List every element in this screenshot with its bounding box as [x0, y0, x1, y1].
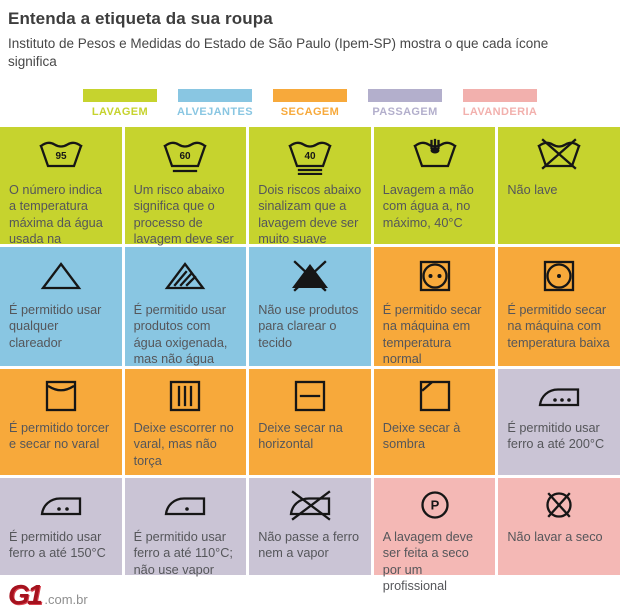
legend-label: SECAGEM	[280, 106, 340, 119]
page-title: Entenda a etiqueta da sua roupa	[8, 9, 273, 28]
legend-label: PASSAGEM	[372, 106, 438, 119]
cell-description: Deixe secar na horizontal	[258, 421, 343, 452]
bleach-triangle-hatched-icon	[134, 254, 238, 298]
cell-description: A lavagem deve ser feita a seco por um p…	[382, 530, 474, 593]
tumble-dry-two-dots-icon	[383, 254, 487, 298]
cell-wash-40-very-mild: 40 Dois riscos abaixo sinalizam que a la…	[249, 127, 371, 246]
cell-dry-in-shade: Deixe secar à sombra	[373, 369, 496, 476]
g1-logo: G1	[8, 579, 43, 611]
tumble-dry-one-dot-icon	[507, 254, 611, 298]
cell-tumble-dry-normal: É permitido secar na máquina em temperat…	[373, 247, 496, 367]
cell-do-not-iron: Não passe a ferro nem a vapor	[249, 478, 371, 576]
cell-description: É permitido usar ferro a até 200°C	[507, 421, 605, 452]
legend-item-alvejantes: ALVEJANTES	[177, 89, 253, 119]
cell-description: Lavagem a mão com água a, no máximo, 40°…	[382, 183, 474, 230]
wash-tub-60-one-bar-icon: 60	[134, 134, 238, 178]
svg-text:P: P	[430, 498, 439, 513]
cell-drip-dry: Deixe escorrer no varal, mas não torça	[124, 369, 247, 476]
legend-item-secagem: SECAGEM	[273, 89, 347, 118]
cell-professional-dry-clean: P A lavagem deve ser feita a seco por um…	[373, 478, 496, 593]
cell-wash-95: 95 O número indica a temperatura máxima …	[0, 127, 122, 262]
cell-description: É permitido torcer e secar no varal	[9, 421, 110, 452]
cell-any-bleach: É permitido usar qualquer clareador	[0, 247, 122, 367]
do-not-wash-icon	[507, 134, 611, 178]
cell-description: Deixe escorrer no varal, mas não torça	[133, 421, 234, 468]
bleach-triangle-icon	[9, 254, 113, 298]
legend-item-lavanderia: LAVANDERIA	[463, 89, 537, 118]
cell-do-not-wash: Não lave	[498, 127, 620, 245]
legend-item-passagem: PASSAGEM	[368, 89, 442, 118]
cell-do-not-dry-clean: Não lavar a seco	[498, 478, 620, 576]
cell-oxygen-bleach-only: É permitido usar produtos com água oxige…	[124, 247, 247, 382]
cell-tumble-dry-low: É permitido secar na máquina com tempera…	[498, 247, 620, 367]
svg-text:95: 95	[55, 151, 67, 162]
dry-clean-circle-p-icon: P	[383, 485, 487, 525]
drip-dry-icon	[134, 376, 238, 416]
do-not-iron-icon	[258, 485, 362, 525]
wash-tub-95-icon: 95	[9, 134, 113, 178]
wring-and-line-dry-icon	[9, 376, 113, 416]
cell-iron-high: É permitido usar ferro a até 200°C	[498, 369, 620, 476]
iron-one-dot-icon	[134, 485, 238, 525]
cell-dry-flat: Deixe secar na horizontal	[249, 369, 371, 476]
legend-color-bar	[368, 89, 442, 103]
cell-wash-60-mild: 60 Um risco abaixo significa que o proce…	[124, 127, 247, 262]
cell-description: Um risco abaixo significa que o processo…	[133, 183, 234, 262]
cell-description: Não lavar a seco	[507, 530, 603, 545]
footer: G1 .com.br	[0, 579, 620, 611]
care-symbol-grid: 95 O número indica a temperatura máxima …	[0, 127, 620, 593]
legend-item-lavagem: LAVAGEM	[83, 89, 157, 118]
svg-text:40: 40	[304, 151, 316, 162]
legend-label: LAVAGEM	[91, 106, 149, 119]
dry-in-shade-icon	[383, 376, 487, 416]
legend-label: LAVANDERIA	[462, 106, 538, 119]
cell-description: Deixe secar à sombra	[382, 421, 461, 452]
page-subtitle: Instituto de Pesos e Medidas do Estado d…	[8, 36, 549, 69]
legend-color-bar	[83, 89, 157, 103]
svg-text:60: 60	[180, 151, 192, 162]
cell-do-not-bleach: Não use produtos para clarear o tecido	[249, 247, 371, 367]
wash-tub-40-two-bars-icon: 40	[258, 134, 362, 178]
cell-iron-medium: É permitido usar ferro a até 150°C	[0, 478, 122, 576]
cell-description: Não passe a ferro nem a vapor	[258, 530, 360, 561]
header: Entenda a etiqueta da sua roupa Institut…	[0, 0, 620, 70]
legend-color-bar	[463, 89, 537, 103]
legend-label: ALVEJANTES	[177, 106, 253, 119]
legend: LAVAGEM ALVEJANTES SECAGEM PASSAGEM LAVA…	[0, 89, 620, 118]
cell-description: Não use produtos para clarear o tecido	[258, 303, 359, 350]
hand-wash-icon	[383, 134, 487, 178]
cell-wring-line-dry: É permitido torcer e secar no varal	[0, 369, 122, 476]
cell-description: É permitido secar na máquina em temperat…	[382, 303, 482, 366]
do-not-dry-clean-icon	[507, 485, 611, 525]
cell-description: O número indica a temperatura máxima da …	[9, 183, 103, 262]
cell-description: É permitido secar na máquina com tempera…	[507, 303, 610, 350]
legend-color-bar	[178, 89, 252, 103]
cell-iron-low: É permitido usar ferro a até 110°C; não …	[124, 478, 247, 577]
dry-flat-icon	[258, 376, 362, 416]
cell-description: Não lave	[507, 183, 558, 198]
g1-domain-suffix: .com.br	[44, 592, 88, 608]
cell-description: Dois riscos abaixo sinalizam que a lavag…	[258, 183, 362, 246]
legend-color-bar	[273, 89, 347, 103]
iron-two-dots-icon	[9, 485, 113, 525]
cell-hand-wash: Lavagem a mão com água a, no máximo, 40°…	[373, 127, 496, 245]
no-bleach-triangle-crossed-icon	[258, 254, 362, 298]
iron-three-dots-icon	[507, 376, 611, 416]
cell-description: É permitido usar ferro a até 150°C	[9, 530, 106, 561]
cell-description: É permitido usar ferro a até 110°C; não …	[133, 530, 233, 577]
cell-description: É permitido usar qualquer clareador	[9, 303, 102, 350]
